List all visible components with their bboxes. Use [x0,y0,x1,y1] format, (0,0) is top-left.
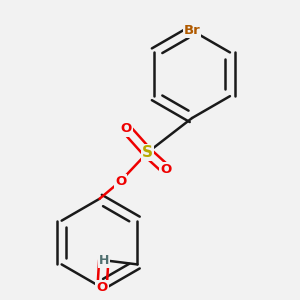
Text: O: O [97,281,108,295]
Text: O: O [160,163,172,176]
Text: O: O [115,175,126,188]
Text: Br: Br [184,24,200,37]
Text: H: H [99,254,109,267]
Text: O: O [121,122,132,136]
Text: S: S [142,145,153,160]
